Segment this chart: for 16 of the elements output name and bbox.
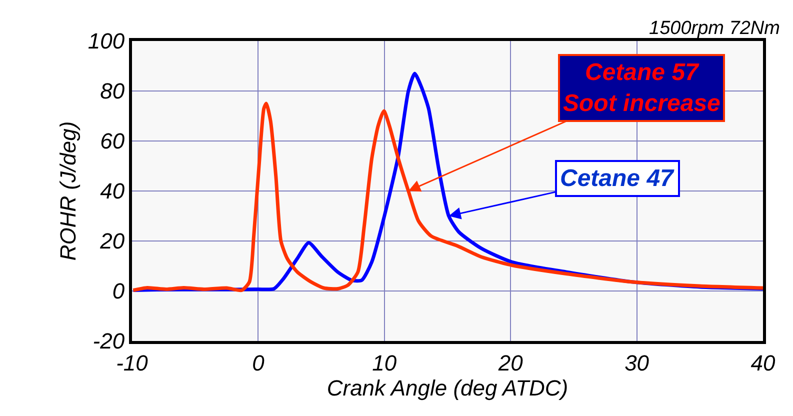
x-tick-label: 10	[372, 350, 398, 376]
y-tick-label: 60	[100, 128, 126, 154]
y-tick-label: 0	[112, 278, 126, 304]
annotation: Cetane 47	[560, 165, 676, 192]
x-axis-title: Crank Angle (deg ATDC)	[326, 375, 568, 400]
x-tick-label: 30	[624, 350, 650, 376]
x-tick-label: 20	[497, 350, 524, 376]
y-tick-label: 100	[88, 28, 126, 54]
text: 1500rpm 72Nm	[649, 18, 780, 39]
x-tick-label: 0	[252, 350, 266, 376]
y-tick-label: 80	[100, 78, 126, 104]
y-tick-label: 40	[100, 178, 126, 204]
y-tick-label: 20	[99, 228, 126, 254]
y-axis-title: ROHR (J/deg)	[56, 121, 81, 261]
annotation: Cetane 57 Soot increase	[563, 59, 720, 118]
x-tick-label: 40	[750, 350, 776, 376]
